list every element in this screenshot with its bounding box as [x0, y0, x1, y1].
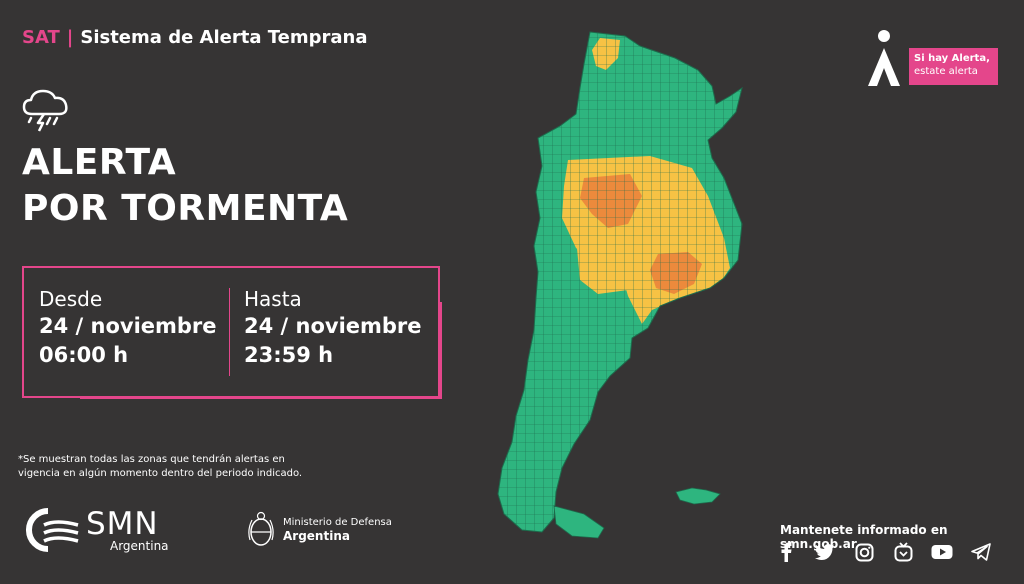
smn-logo-text: SMN	[86, 506, 159, 542]
from-time: 06:00 h	[39, 343, 129, 367]
alert-title-line1: ALERTA	[22, 142, 177, 183]
informed-text: Mantenete informado en smn.gob.ar	[780, 523, 1024, 551]
badge-line1: Si hay Alerta,	[914, 53, 990, 64]
alert-title: ALERTA POR TORMENTA	[22, 140, 348, 232]
telegram-icon[interactable]	[970, 541, 992, 563]
period-box: Desde 24 / noviembre 06:00 h Hasta 24 / …	[22, 266, 440, 398]
period-divider	[229, 288, 230, 376]
instagram-icon[interactable]	[853, 541, 875, 563]
sat-label: SAT	[22, 27, 60, 48]
youtube-icon[interactable]	[931, 541, 953, 563]
ministry-logo: Ministerio de Defensa Argentina	[247, 510, 392, 550]
ministry-country: Argentina	[283, 529, 350, 543]
from-date: 24 / noviembre	[39, 314, 217, 338]
social-links	[775, 541, 992, 563]
to-date: 24 / noviembre	[244, 314, 422, 338]
coat-of-arms-icon	[248, 511, 274, 546]
smn-logo-sub: Argentina	[110, 539, 169, 553]
footnote: *Se muestran todas las zonas que tendrán…	[18, 454, 303, 479]
period-from: Desde 24 / noviembre 06:00 h	[39, 286, 217, 370]
badge-line2: estate alerta	[914, 66, 978, 77]
alert-title-line2: POR TORMENTA	[22, 188, 349, 229]
igtv-icon[interactable]	[892, 541, 914, 563]
smn-emblem-icon	[26, 508, 79, 552]
from-label: Desde	[39, 287, 103, 311]
to-time: 23:59 h	[244, 343, 334, 367]
header-separator: |	[66, 27, 74, 48]
header: SAT | Sistema de Alerta Temprana	[22, 27, 367, 48]
badge-tag: Si hay Alerta, estate alerta	[909, 48, 998, 85]
system-name: Sistema de Alerta Temprana	[80, 27, 368, 48]
smn-logo: SMN Argentina	[26, 507, 169, 553]
to-label: Hasta	[244, 287, 302, 311]
alert-badge-logo: Si hay Alerta, estate alerta	[860, 28, 1000, 88]
ministry-name: Ministerio de Defensa	[283, 517, 392, 528]
twitter-icon[interactable]	[814, 541, 836, 563]
period-to: Hasta 24 / noviembre 23:59 h	[244, 286, 422, 370]
storm-cloud-icon	[20, 84, 70, 134]
informed-prefix: Mantenete informado en	[780, 523, 948, 537]
informed-site-link[interactable]: smn.gob.ar	[780, 537, 857, 551]
facebook-icon[interactable]	[775, 541, 797, 563]
argentina-alert-map	[480, 28, 760, 556]
